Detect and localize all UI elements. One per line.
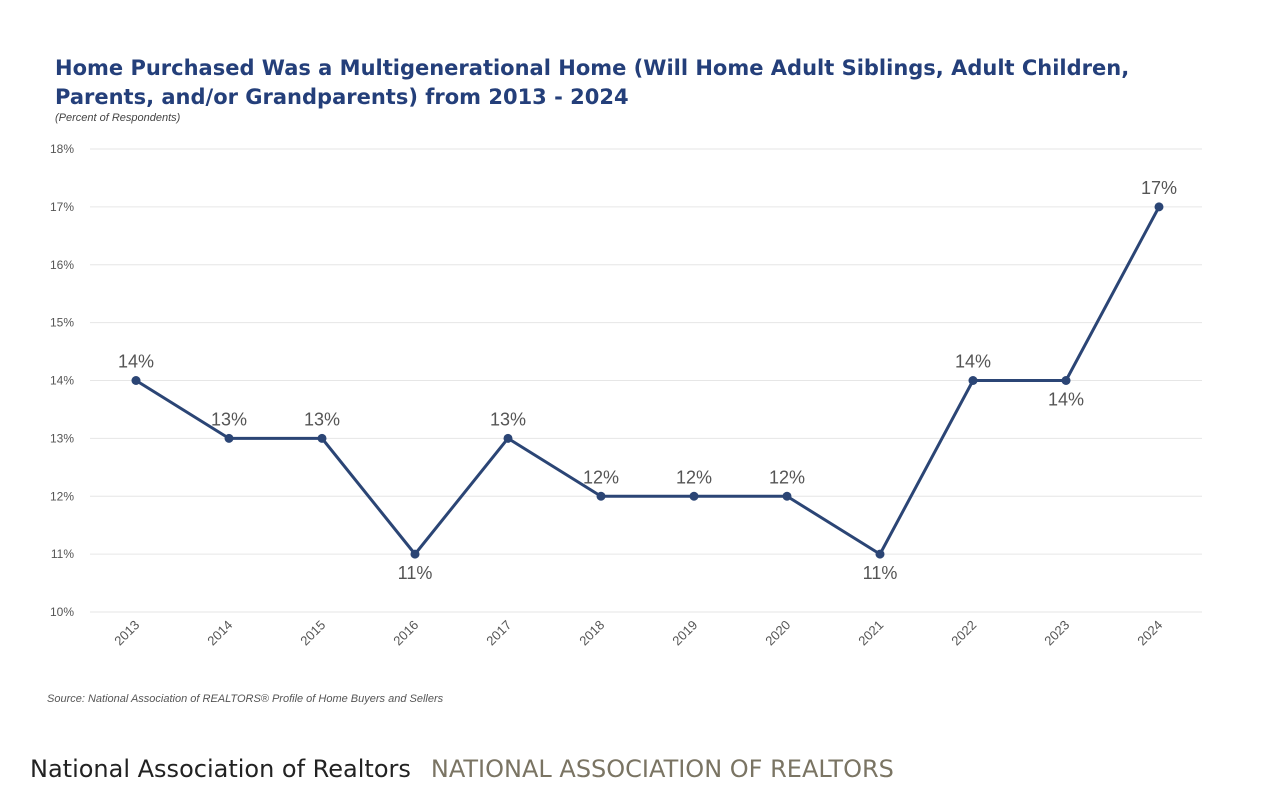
- data-label: 11%: [863, 563, 898, 583]
- data-label: 12%: [769, 467, 805, 487]
- image-caption: National Association of Realtors NATIONAL…: [30, 754, 894, 784]
- data-point: [317, 433, 327, 443]
- chart-card: Home Purchased Was a Multigenerational H…: [47, 56, 1202, 705]
- x-tick-label: 2013: [111, 617, 142, 648]
- data-point: [875, 549, 885, 559]
- x-tick-label: 2021: [855, 617, 886, 648]
- data-label: 13%: [490, 409, 526, 429]
- data-point: [596, 491, 606, 501]
- y-tick-label: 14%: [50, 374, 74, 388]
- data-label: 14%: [118, 352, 154, 372]
- chart-title: Home Purchased Was a Multigenerational H…: [55, 56, 1130, 109]
- x-tick-label: 2023: [1041, 617, 1072, 648]
- y-tick-label: 15%: [50, 316, 74, 330]
- x-tick-label: 2024: [1134, 617, 1165, 648]
- data-point: [1061, 376, 1071, 385]
- y-tick-label: 18%: [50, 142, 74, 156]
- data-point: [503, 433, 513, 443]
- data-label: 11%: [398, 563, 433, 583]
- data-point: [1154, 202, 1164, 212]
- data-label: 13%: [211, 409, 247, 429]
- x-tick-label: 2022: [948, 617, 979, 648]
- line-chart: 10% 11% 12% 13% 14% 15% 16% 17% 18% 2013 2014 2015 2…: [50, 142, 1202, 648]
- x-tick-label: 2019: [669, 617, 700, 648]
- y-tick-label: 10%: [50, 605, 74, 619]
- y-tick-label: 16%: [50, 258, 74, 272]
- data-point: [782, 491, 792, 501]
- chart-subtitle: (Percent of Respondents): [55, 112, 181, 124]
- data-label: 14%: [955, 352, 991, 372]
- series-line: [134, 205, 1161, 556]
- data-point: [131, 376, 141, 385]
- data-point: [968, 376, 978, 385]
- x-tick-label: 2016: [390, 617, 421, 648]
- data-point: [410, 549, 420, 559]
- y-tick-label: 12%: [50, 489, 74, 503]
- chart-source: Source: National Association of REALTORS…: [47, 693, 444, 705]
- data-label: 14%: [1048, 390, 1084, 410]
- data-label: 12%: [676, 467, 712, 487]
- y-tick-label: 17%: [50, 200, 74, 214]
- x-tick-label: 2015: [297, 617, 328, 648]
- y-tick-label: 13%: [50, 431, 74, 445]
- caption-name: National Association of Realtors: [30, 755, 411, 783]
- y-tick-label: 11%: [51, 547, 74, 561]
- caption-organization: NATIONAL ASSOCIATION OF REALTORS: [430, 755, 894, 783]
- data-label: 13%: [304, 409, 340, 429]
- x-tick-label: 2020: [762, 617, 793, 648]
- x-tick-label: 2014: [204, 617, 235, 648]
- x-tick-label: 2018: [576, 617, 607, 648]
- data-point: [224, 433, 234, 443]
- data-label: 17%: [1141, 178, 1177, 198]
- data-label: 12%: [583, 467, 619, 487]
- data-point: [689, 491, 699, 501]
- x-tick-label: 2017: [483, 617, 514, 648]
